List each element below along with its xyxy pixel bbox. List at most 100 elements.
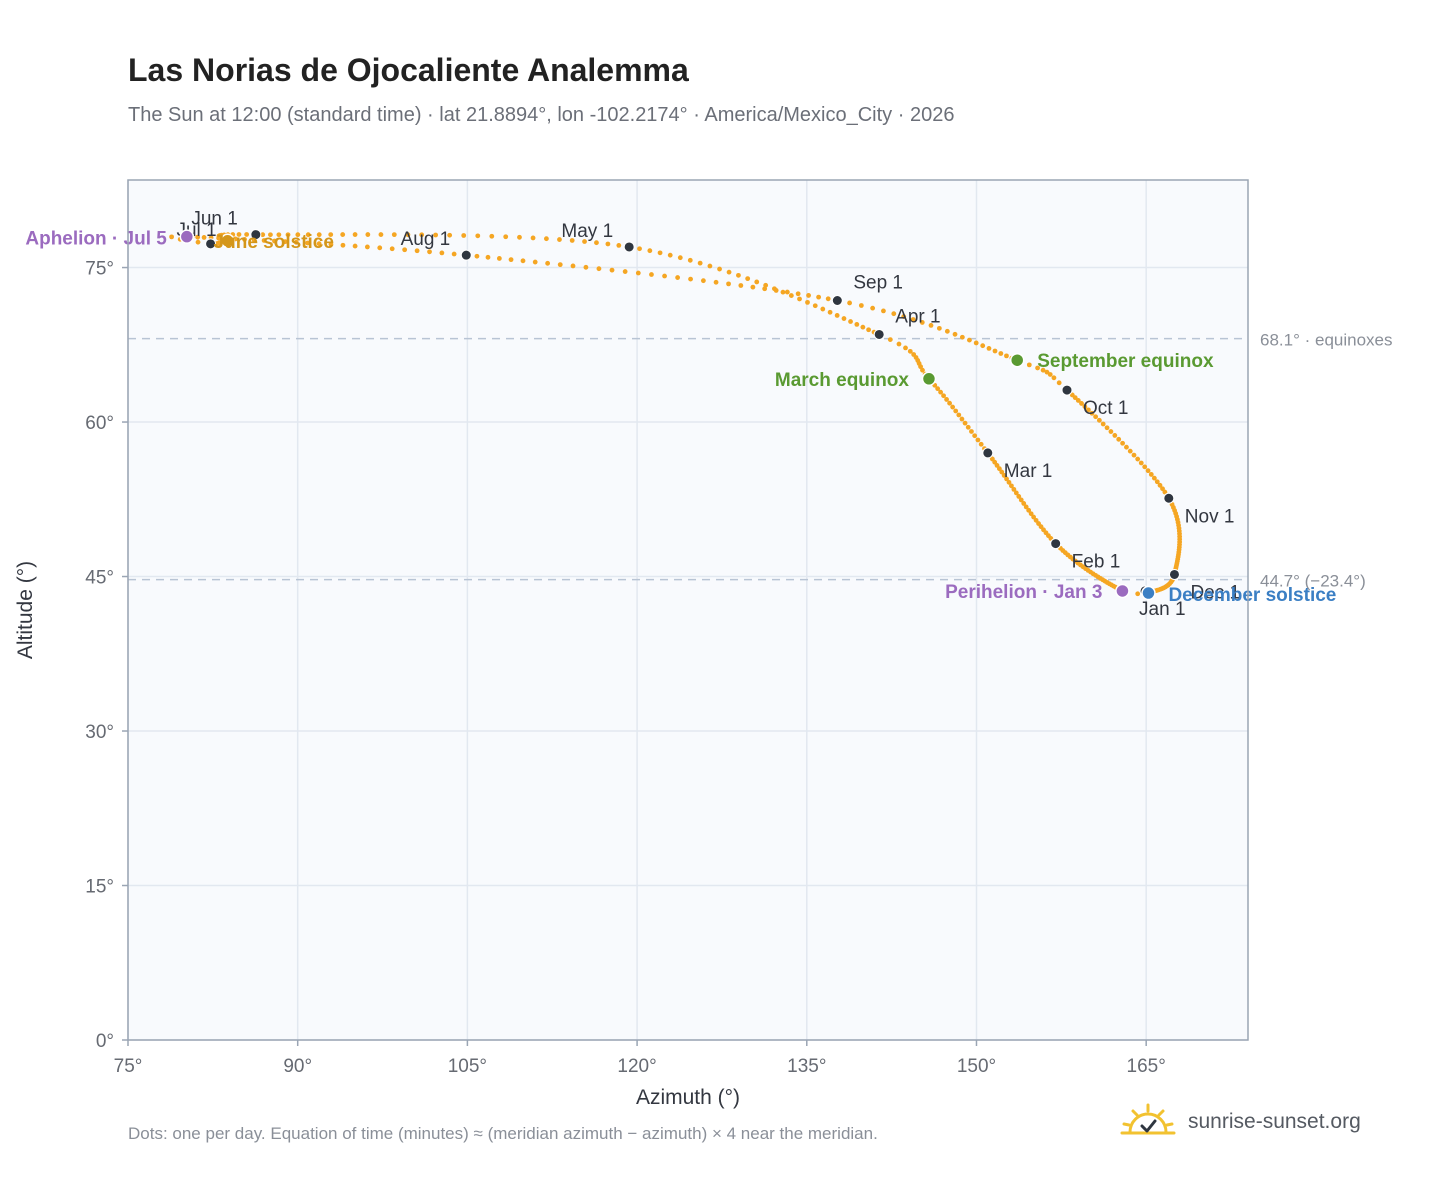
daily-sun-dot xyxy=(881,308,886,314)
month-marker xyxy=(831,295,843,307)
daily-sun-dot xyxy=(474,253,480,259)
y-tick-label: 15° xyxy=(85,877,114,898)
daily-sun-dot xyxy=(901,314,907,319)
daily-sun-dot xyxy=(520,258,526,264)
x-tick-label: 150° xyxy=(957,1056,996,1077)
month-marker xyxy=(982,447,994,459)
daily-sun-dot xyxy=(700,278,706,284)
daily-sun-dot xyxy=(662,273,667,279)
plot-frame xyxy=(127,179,1249,1041)
x-tick-label: 75° xyxy=(114,1056,143,1077)
daily-sun-dot xyxy=(594,240,599,246)
daily-sun-dot xyxy=(797,296,802,302)
event-marker xyxy=(220,233,235,249)
daily-sun-dot xyxy=(738,283,744,288)
daily-sun-dot xyxy=(1085,407,1091,413)
reference-lines: 68.1° · equinoxes 44.7° (−23.4°) xyxy=(128,331,1393,591)
daily-sun-dot xyxy=(1093,414,1099,420)
daily-sun-dot xyxy=(352,243,358,249)
daily-sun-dot xyxy=(677,255,683,261)
daily-sun-dot xyxy=(433,232,439,238)
daily-sun-dot xyxy=(687,257,693,263)
daily-sun-dot xyxy=(1018,497,1024,503)
daily-sun-dot xyxy=(907,348,913,354)
daily-sun-dot xyxy=(261,238,267,243)
month-label: Dec 1 xyxy=(1190,582,1240,603)
daily-sun-dot xyxy=(1104,425,1110,431)
daily-sun-dot xyxy=(1108,429,1114,434)
daily-sun-dot xyxy=(1004,476,1009,482)
daily-sun-dot xyxy=(1026,362,1032,368)
daily-sun-dot xyxy=(195,234,201,240)
daily-sun-dot xyxy=(816,294,822,300)
daily-sun-dot xyxy=(1016,494,1022,499)
daily-sun-dot xyxy=(1100,421,1106,427)
daily-sun-dot xyxy=(1116,436,1122,442)
daily-sun-dot xyxy=(1026,507,1032,513)
daily-sun-dot xyxy=(667,252,673,258)
daily-sun-dot xyxy=(295,232,301,238)
daily-sun-dot xyxy=(293,239,299,245)
daily-sun-dot xyxy=(414,248,420,254)
daily-sun-dot xyxy=(975,437,981,443)
brand-name: sunrise-sunset.org xyxy=(1188,1110,1361,1133)
daily-sun-dot xyxy=(1145,468,1151,474)
event-marker xyxy=(921,371,937,387)
daily-sun-dot xyxy=(688,276,693,282)
daily-sun-dot xyxy=(649,272,654,277)
daily-sun-dot xyxy=(952,331,958,337)
daily-sun-dot xyxy=(244,232,250,237)
daily-sun-dot xyxy=(986,346,992,351)
daily-sun-dot xyxy=(1040,367,1046,373)
month-marker xyxy=(623,241,635,253)
daily-sun-dot xyxy=(635,270,641,276)
daily-sun-dot xyxy=(1135,591,1141,597)
daily-sun-dot xyxy=(1112,433,1118,438)
daily-sun-dot xyxy=(788,293,794,298)
daily-sun-dot xyxy=(920,367,925,373)
month-label: Jan 1 xyxy=(1139,599,1185,620)
x-tick-label: 105° xyxy=(448,1056,487,1077)
daily-sun-dot xyxy=(1013,490,1019,496)
daily-sun-dot xyxy=(340,232,346,237)
daily-sun-dot xyxy=(717,266,722,272)
month-marker xyxy=(1061,384,1073,396)
daily-sun-dot xyxy=(508,257,514,263)
daily-sun-dot xyxy=(583,264,589,270)
event-marker xyxy=(179,229,195,244)
x-tick-label: 165° xyxy=(1127,1056,1166,1077)
y-tick-label: 0° xyxy=(96,1031,114,1052)
daily-sun-dot xyxy=(1028,511,1034,517)
daily-sun-dot xyxy=(950,404,956,410)
reference-line-label: 44.7° (−23.4°) xyxy=(1260,572,1366,591)
daily-sun-dot xyxy=(557,262,563,268)
daily-sun-dot xyxy=(169,234,175,240)
daily-sun-dot xyxy=(637,246,642,252)
month-label: Apr 1 xyxy=(895,306,940,327)
brand[interactable]: sunrise-sunset.org xyxy=(1120,1102,1361,1142)
daily-sun-dot xyxy=(736,272,741,278)
daily-sun-dot xyxy=(1127,448,1133,454)
daily-sun-dot xyxy=(316,241,322,247)
daily-sun-dot xyxy=(969,429,974,434)
daily-sun-dot xyxy=(944,328,950,334)
daily-sun-dot xyxy=(953,408,959,414)
daily-sun-dot xyxy=(276,232,282,238)
daily-sun-dot xyxy=(841,316,847,321)
reference-line-label: 68.1° · equinoxes xyxy=(1260,331,1393,350)
daily-sun-dot xyxy=(675,275,681,280)
daily-sun-dot xyxy=(935,386,941,392)
daily-sun-dot xyxy=(726,269,732,275)
daily-sun-dot xyxy=(405,232,411,238)
daily-sun-dot xyxy=(517,234,522,240)
daily-sun-dot xyxy=(896,341,902,347)
daily-sun-dot xyxy=(973,340,979,346)
daily-sun-dot xyxy=(713,279,719,285)
daily-sun-dot xyxy=(887,337,893,343)
daily-sun-dot xyxy=(919,320,925,325)
daily-sun-dot xyxy=(1154,479,1160,485)
daily-sun-dot xyxy=(891,311,897,317)
daily-sun-dot xyxy=(1009,483,1014,489)
month-marker xyxy=(1168,568,1180,580)
daily-sun-dot xyxy=(236,232,242,237)
